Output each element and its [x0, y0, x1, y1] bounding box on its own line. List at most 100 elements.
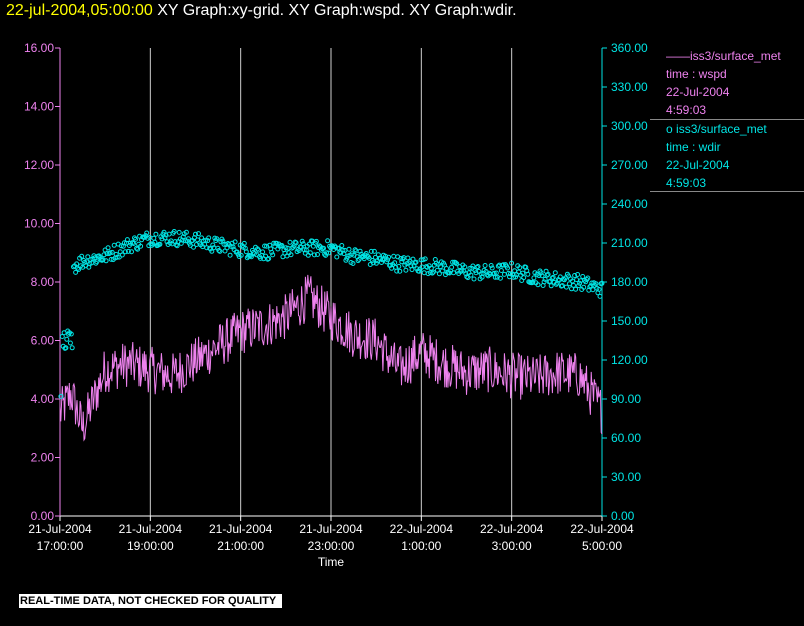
- wdir-point: [501, 271, 507, 277]
- wdir-point: [574, 277, 580, 283]
- wdir-point: [453, 260, 459, 266]
- wdir-point: [413, 259, 419, 265]
- wdir-point: [530, 279, 536, 285]
- wdir-point: [436, 271, 442, 277]
- wdir-point: [79, 253, 85, 259]
- wdir-point: [58, 393, 64, 399]
- wdir-point: [232, 239, 238, 245]
- right-tick-label: 300.00: [611, 119, 648, 133]
- x-tick-label: 21-Jul-2004: [209, 522, 273, 536]
- wdir-point: [596, 286, 602, 292]
- legend-divider: [650, 191, 804, 192]
- wdir-point: [356, 256, 362, 262]
- left-tick-label: 4.00: [31, 392, 55, 406]
- wdir-point: [517, 265, 523, 271]
- wdir-point: [430, 269, 436, 275]
- wdir-point: [214, 236, 220, 242]
- wdir-point: [260, 249, 266, 255]
- wdir-point: [552, 270, 558, 276]
- wdir-point: [279, 243, 285, 248]
- wdir-point: [570, 278, 575, 284]
- timestamp: 22-jul-2004,05:00:00: [6, 2, 153, 19]
- wdir-point: [262, 243, 268, 249]
- wdir-point: [369, 258, 375, 263]
- legend-wspd-variable: time : wspd: [666, 67, 727, 81]
- wdir-point: [67, 340, 73, 346]
- wdir-point: [129, 249, 134, 255]
- wdir-point: [511, 274, 517, 280]
- wdir-point: [109, 249, 115, 255]
- wdir-point: [339, 243, 345, 248]
- wdir-point: [174, 243, 180, 249]
- wdir-point: [535, 282, 541, 288]
- wdir-point: [383, 253, 388, 259]
- wdir-point: [217, 248, 223, 254]
- wdir-point: [71, 264, 76, 270]
- right-tick-label: 330.00: [611, 80, 648, 94]
- wdir-point: [157, 241, 163, 247]
- wdir-point: [350, 261, 356, 266]
- wdir-point: [462, 264, 468, 270]
- wdir-point: [370, 260, 376, 266]
- x-tick-label: 1:00:00: [401, 539, 441, 553]
- wdir-point: [159, 236, 165, 242]
- wdir-point: [576, 283, 582, 289]
- wdir-point: [287, 239, 293, 245]
- wdir-point: [255, 246, 260, 252]
- legend-wdir-source: iss3/surface_met: [676, 122, 767, 136]
- wdir-point: [357, 248, 363, 254]
- wdir-point: [520, 270, 526, 276]
- wdir-point: [397, 268, 403, 274]
- wdir-point: [130, 240, 135, 246]
- wdir-point: [180, 234, 186, 240]
- wdir-point: [124, 237, 130, 243]
- wdir-point: [206, 235, 212, 241]
- wdir-point: [68, 331, 74, 337]
- wdir-point: [248, 254, 254, 260]
- left-tick-label: 10.00: [24, 217, 54, 231]
- wdir-point: [111, 242, 117, 248]
- wdir-point: [355, 258, 361, 264]
- wdir-point: [300, 241, 306, 247]
- left-tick-label: 14.00: [24, 100, 54, 114]
- wdir-point: [482, 263, 488, 268]
- wdir-point: [313, 238, 319, 244]
- x-tick-label: 21:00:00: [217, 539, 264, 553]
- wdir-point: [59, 334, 65, 339]
- wdir-point: [125, 248, 131, 254]
- wdir-point: [545, 271, 551, 277]
- wdir-point: [230, 244, 236, 250]
- wdir-point: [75, 265, 81, 271]
- right-tick-label: 60.00: [611, 431, 641, 445]
- wdir-point: [593, 281, 599, 287]
- legend-wdir-time: 4:59:03: [666, 176, 707, 190]
- wdir-point: [131, 241, 136, 246]
- wdir-point: [471, 276, 477, 282]
- wdir-point: [122, 249, 128, 255]
- wdir-point: [597, 293, 603, 299]
- wdir-point: [489, 265, 495, 271]
- wdir-point: [488, 263, 494, 268]
- wdir-point: [73, 269, 79, 275]
- wdir-point: [465, 275, 471, 281]
- wdir-point: [104, 251, 110, 257]
- wdir-point: [541, 279, 547, 285]
- wdir-point: [216, 248, 222, 253]
- wdir-point: [451, 270, 457, 276]
- wdir-series: [58, 229, 605, 399]
- wdir-point: [269, 249, 275, 255]
- legend-wspd-title: ——iss3/surface_met: [666, 47, 781, 65]
- wdir-point: [531, 275, 537, 281]
- wdir-point: [94, 259, 100, 265]
- legend-entry-wspd: ——iss3/surface_met time : wspd 22-Jul-20…: [666, 47, 781, 119]
- wdir-point: [210, 242, 216, 248]
- wdir-point: [544, 272, 550, 278]
- wdir-point: [317, 243, 322, 249]
- right-tick-label: 210.00: [611, 236, 648, 250]
- left-tick-label: 16.00: [24, 41, 54, 55]
- wdir-point: [505, 265, 510, 271]
- wdir-point: [585, 275, 591, 281]
- wdir-point: [329, 243, 335, 249]
- wdir-point: [494, 274, 500, 280]
- wdir-point: [234, 249, 240, 255]
